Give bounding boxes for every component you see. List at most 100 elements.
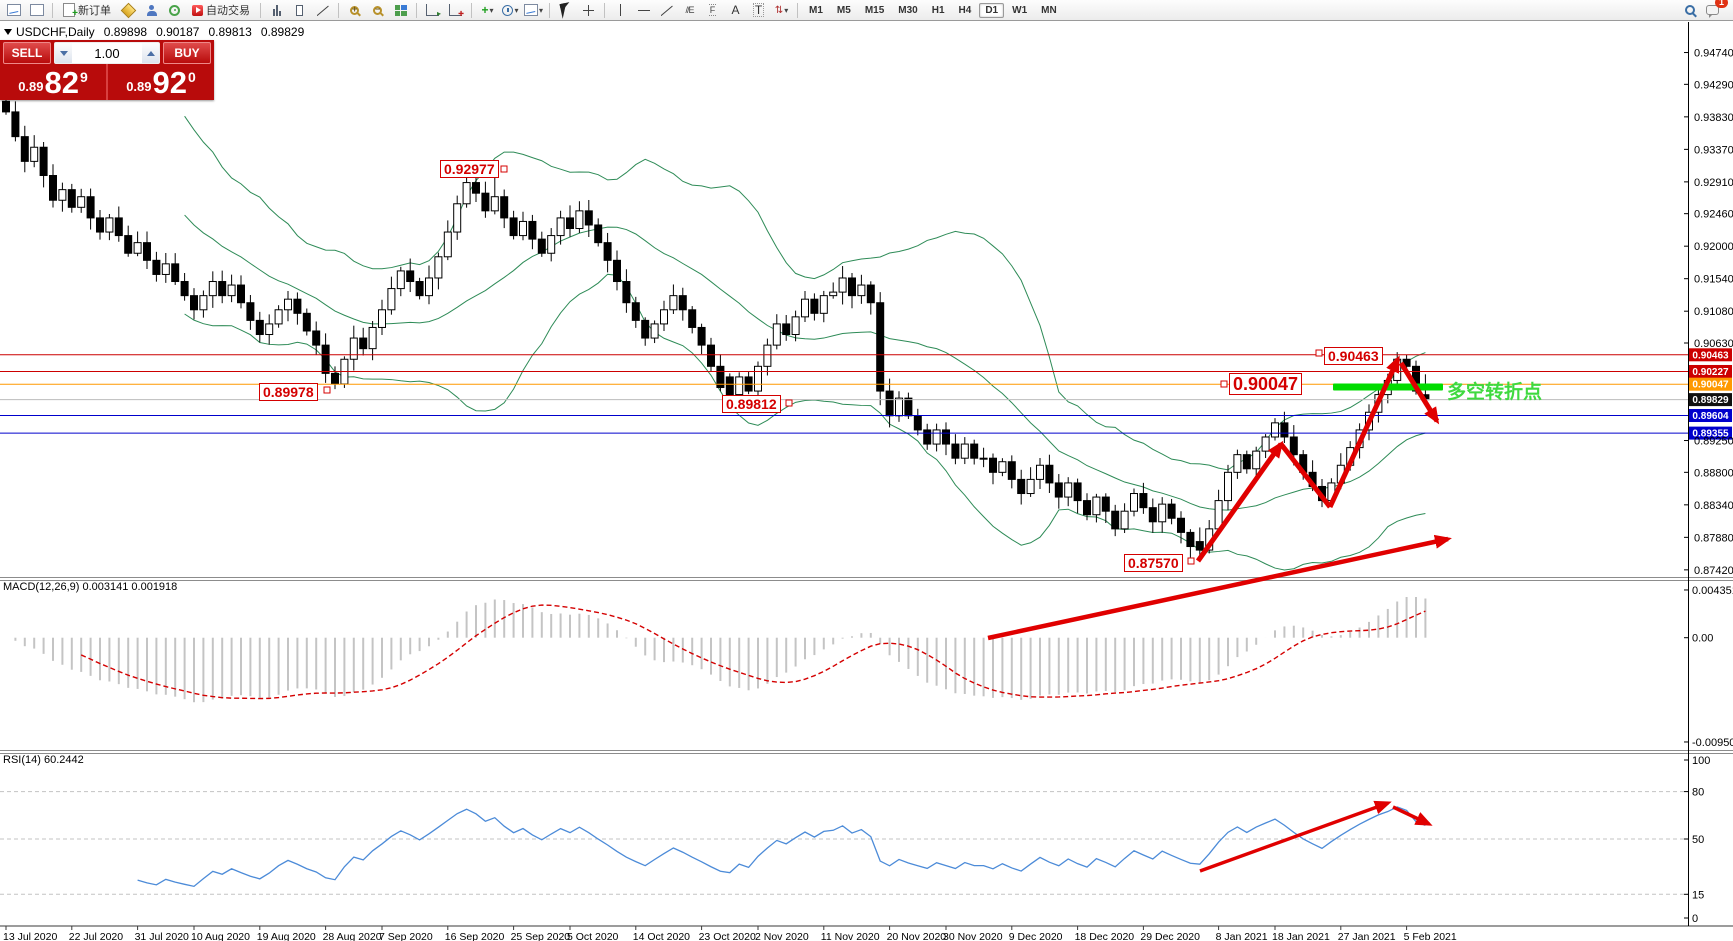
date-tick: 5 Oct 2020 — [567, 931, 619, 941]
bar-chart-button[interactable] — [266, 1, 287, 20]
vline-tool-button[interactable] — [610, 1, 631, 20]
notifications-button[interactable]: 1 — [1702, 0, 1728, 20]
new-order-button[interactable]: + 新订单 — [58, 1, 116, 20]
svg-text:0.004351: 0.004351 — [1692, 585, 1733, 597]
candlestick-button[interactable] — [289, 1, 310, 20]
date-tick: 30 Nov 2020 — [943, 931, 1003, 941]
rsi-label: RSI(14) 60.2442 — [3, 754, 84, 766]
account-icon — [146, 4, 157, 16]
svg-text:0.92000: 0.92000 — [1694, 241, 1733, 253]
trend-arrow[interactable] — [1199, 800, 1392, 873]
auto-scroll-button[interactable] — [422, 1, 443, 20]
volume-value[interactable]: 1.00 — [94, 45, 120, 61]
svg-text:0.90227: 0.90227 — [1692, 367, 1729, 378]
one-click-trading-panel: SELL 1.00 BUY 0.89 82 9 0.89 92 0 — [0, 40, 214, 100]
label-tool-button[interactable]: T — [748, 1, 769, 20]
buy-price-small: 0.89 — [126, 79, 152, 94]
quote-row: USDCHF,Daily 0.89898 0.90187 0.89813 0.8… — [4, 25, 304, 39]
sell-price[interactable]: 0.89 82 9 — [0, 64, 106, 100]
trend-arrow[interactable] — [987, 534, 1452, 641]
drawn-price-label-0.90047[interactable]: 0.90047 — [1229, 373, 1303, 395]
chart-area[interactable]: 0.904630.902270.900470.898290.896040.893… — [0, 21, 1733, 941]
new-order-icon: + — [63, 3, 78, 19]
trend-arrow[interactable] — [1392, 805, 1433, 826]
channel-tool-button[interactable]: //E — [679, 1, 700, 20]
sell-button[interactable]: SELL — [3, 42, 51, 64]
volume-increase-button[interactable] — [142, 43, 159, 63]
price-badge-0.89604 — [1689, 409, 1732, 423]
date-tick: 7 Sep 2020 — [379, 931, 433, 941]
arrows-tool-button[interactable]: ⇅ ▾ — [774, 4, 789, 16]
trend-arrow[interactable] — [1279, 442, 1332, 509]
timeframe-button-W1[interactable]: W1 — [1012, 5, 1028, 16]
trend-arrow[interactable] — [1195, 440, 1284, 563]
tile-windows-button[interactable] — [390, 1, 411, 20]
crosshair-icon — [583, 4, 595, 16]
svg-text:0.92460: 0.92460 — [1694, 209, 1733, 221]
price-badge-0.90227 — [1689, 364, 1732, 378]
svg-text:50: 50 — [1692, 834, 1704, 846]
svg-text:100: 100 — [1692, 755, 1710, 767]
hline-tool-button[interactable] — [633, 1, 654, 20]
drawn-price-label-0.92977[interactable]: 0.92977 — [440, 160, 499, 178]
new-chart-button[interactable] — [3, 1, 24, 20]
fibonacci-tool-button[interactable]: F — [702, 1, 723, 20]
timeframe-button-D1[interactable]: D1 — [979, 3, 1005, 18]
trendline-icon — [661, 4, 673, 16]
text-tool-button[interactable]: A — [725, 1, 746, 20]
volume-stepper: 1.00 — [54, 42, 160, 64]
accounts-button[interactable] — [141, 1, 162, 20]
timeframe-button-H1[interactable]: H1 — [931, 5, 945, 16]
history-center-button[interactable] — [118, 1, 139, 20]
buy-button[interactable]: BUY — [163, 42, 211, 64]
trend-arrow[interactable] — [1398, 361, 1440, 425]
signals-button[interactable] — [164, 1, 185, 20]
crosshair-tool-button[interactable] — [578, 1, 599, 20]
triangle-down-icon — [59, 50, 68, 56]
symbol-title: USDCHF,Daily — [16, 25, 95, 39]
svg-text:0.89250: 0.89250 — [1694, 436, 1733, 448]
hline-icon — [637, 9, 650, 11]
timeframe-button-H4[interactable]: H4 — [958, 5, 972, 16]
date-tick: 28 Aug 2020 — [323, 931, 382, 941]
drawn-price-label-0.89978[interactable]: 0.89978 — [259, 383, 318, 401]
date-tick: 14 Oct 2020 — [633, 931, 690, 941]
date-tick: 18 Jan 2021 — [1272, 931, 1330, 941]
sell-price-big: 82 — [44, 65, 79, 100]
templates-button[interactable]: ▾ — [523, 1, 544, 20]
timeframe-button-M15[interactable]: M15 — [864, 5, 885, 16]
timeframe-group: M1 M5 M15 M30 H1 H4 D1 W1 MN — [802, 3, 1064, 18]
zoom-in-button[interactable]: + — [344, 1, 365, 20]
periods-button[interactable]: ▾ — [500, 1, 521, 20]
svg-text:15: 15 — [1692, 889, 1704, 901]
auto-scroll-icon — [426, 4, 441, 18]
buy-price[interactable]: 0.89 92 0 — [108, 64, 214, 100]
drawn-price-label-0.90463[interactable]: 0.90463 — [1324, 347, 1383, 365]
search-button[interactable] — [1679, 1, 1700, 20]
date-tick: 5 Feb 2021 — [1404, 931, 1457, 941]
drawn-price-label-0.87570[interactable]: 0.87570 — [1124, 554, 1183, 572]
zoom-out-button[interactable]: − — [367, 1, 388, 20]
cursor-tool-button[interactable] — [555, 1, 576, 20]
chart-shift-button[interactable] — [445, 1, 466, 20]
fibonacci-icon: F — [708, 4, 717, 16]
trendline-tool-button[interactable] — [656, 1, 677, 20]
timeframe-button-M5[interactable]: M5 — [836, 5, 851, 16]
timeframe-button-M30[interactable]: M30 — [898, 5, 918, 16]
turning-point-text[interactable]: 多空转折点 — [1447, 382, 1543, 403]
chart-icon — [6, 4, 21, 16]
price-badge-0.89829 — [1689, 393, 1732, 407]
trend-arrow[interactable] — [1327, 355, 1401, 509]
line-chart-button[interactable] — [312, 1, 333, 20]
collapse-quote-icon[interactable] — [4, 29, 12, 35]
profiles-button[interactable] — [26, 1, 47, 20]
triangle-up-icon — [146, 50, 155, 56]
volume-decrease-button[interactable] — [55, 43, 72, 63]
auto-trading-button[interactable]: 自动交易 — [187, 1, 255, 20]
indicators-button[interactable]: + ▾ — [481, 3, 494, 17]
timeframe-button-MN[interactable]: MN — [1041, 5, 1057, 16]
svg-text:0.89355: 0.89355 — [1692, 429, 1729, 440]
drawn-price-label-0.89812[interactable]: 0.89812 — [722, 395, 781, 413]
timeframe-button-M1[interactable]: M1 — [809, 5, 823, 16]
